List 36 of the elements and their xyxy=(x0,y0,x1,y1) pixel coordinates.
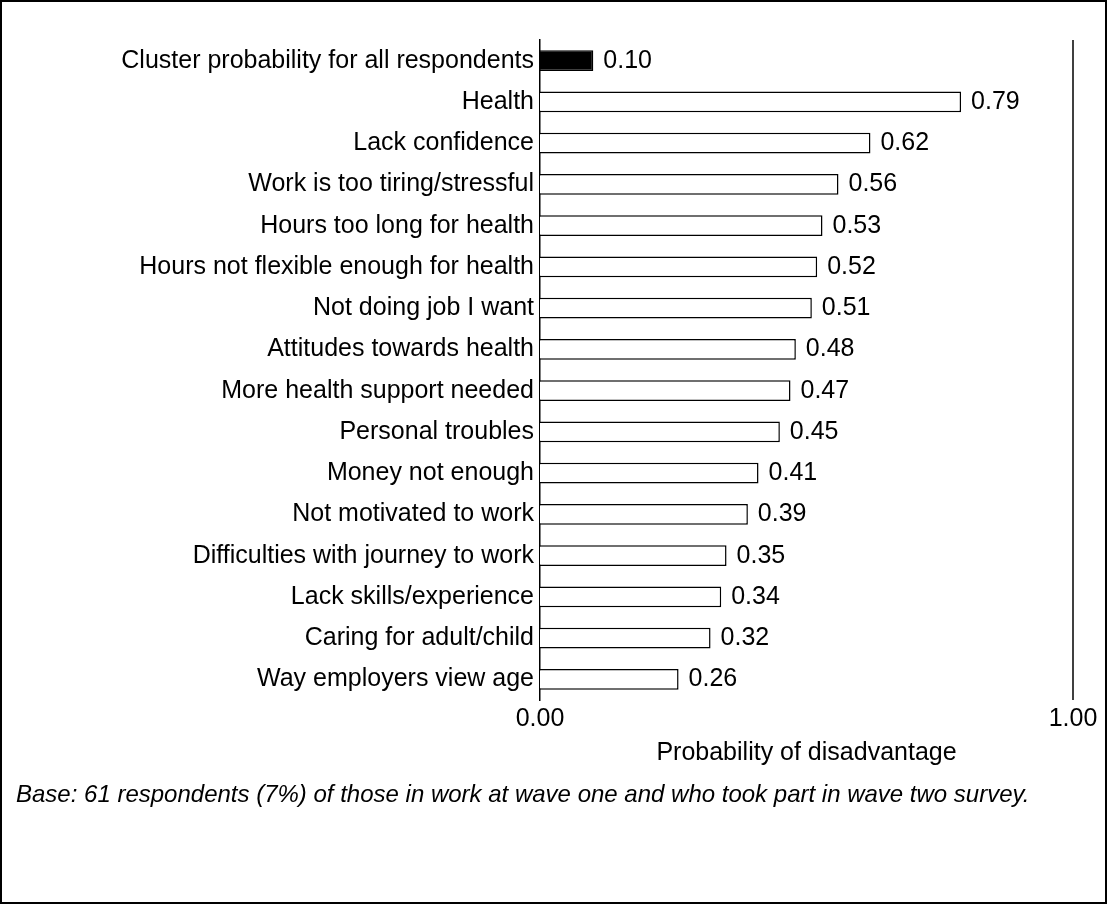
data-label: 0.45 xyxy=(789,415,839,444)
y-tick-label: Work is too tiring/stressful xyxy=(248,168,534,197)
x-tick-label: 1.00 xyxy=(1048,702,1098,731)
data-label: 0.26 xyxy=(688,663,738,692)
data-label: 0.41 xyxy=(768,457,818,486)
data-label: 0.62 xyxy=(880,127,930,156)
data-label: 0.10 xyxy=(603,44,652,73)
x-axis-title: Probability of disadvantage xyxy=(656,736,957,765)
x-tick-label: 0.00 xyxy=(515,702,565,731)
y-tick-label: Lack confidence xyxy=(353,127,534,156)
y-tick-label: Health xyxy=(461,85,534,114)
y-tick-label: More health support needed xyxy=(221,374,534,403)
y-tick-label: Difficulties with journey to work xyxy=(192,539,535,568)
y-tick-label: Hours too long for health xyxy=(260,209,534,238)
data-label: 0.47 xyxy=(800,374,850,403)
y-tick-label: Money not enough xyxy=(326,457,534,486)
y-tick-label: Not doing job I want xyxy=(313,292,535,321)
y-tick-label: Not motivated to work xyxy=(292,498,535,527)
data-label: 0.35 xyxy=(736,539,786,568)
y-tick-label: Cluster probability for all respondents xyxy=(121,44,534,73)
data-label: 0.79 xyxy=(971,85,1020,114)
data-label: 0.56 xyxy=(848,168,898,197)
y-tick-label: Caring for adult/child xyxy=(304,622,534,651)
y-tick-label: Way employers view age xyxy=(257,663,534,692)
data-label: 0.39 xyxy=(757,498,807,527)
data-label: 0.32 xyxy=(720,622,770,651)
y-tick-label: Hours not flexible enough for health xyxy=(139,250,534,279)
data-label: 0.53 xyxy=(832,209,882,238)
y-tick-label: Lack skills/experience xyxy=(290,580,534,609)
data-label: 0.52 xyxy=(827,250,876,279)
y-tick-label: Attitudes towards health xyxy=(267,333,534,362)
data-label: 0.48 xyxy=(805,333,855,362)
data-label: 0.34 xyxy=(731,580,780,609)
text: Base: 61 respondents (7%) of those in work at wave one and who took part in wave two survey. xyxy=(16,779,1031,809)
data-label: 0.51 xyxy=(821,292,871,321)
y-tick-label: Personal troubles xyxy=(339,415,534,444)
